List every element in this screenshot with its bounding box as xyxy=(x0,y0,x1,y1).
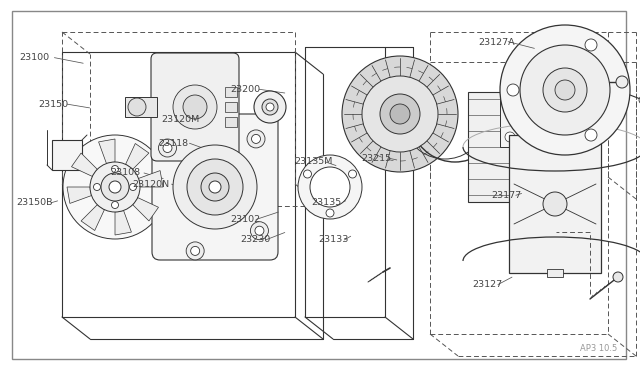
Circle shape xyxy=(109,181,121,193)
Circle shape xyxy=(183,95,207,119)
Circle shape xyxy=(191,246,200,256)
Polygon shape xyxy=(132,198,159,221)
Bar xyxy=(52,140,82,170)
Text: 23102: 23102 xyxy=(230,215,260,224)
Circle shape xyxy=(303,170,312,178)
Circle shape xyxy=(520,45,610,135)
Circle shape xyxy=(93,183,100,190)
Circle shape xyxy=(390,104,410,124)
Circle shape xyxy=(639,96,640,104)
Text: 23120M: 23120M xyxy=(161,115,200,124)
Circle shape xyxy=(173,145,257,229)
Circle shape xyxy=(186,242,204,260)
Circle shape xyxy=(543,192,567,216)
Circle shape xyxy=(209,181,221,193)
Bar xyxy=(547,269,563,277)
FancyBboxPatch shape xyxy=(152,114,278,260)
Text: 23118: 23118 xyxy=(159,139,189,148)
Bar xyxy=(500,87,520,147)
Text: AP3 10.5: AP3 10.5 xyxy=(580,344,618,353)
Bar xyxy=(225,102,237,112)
Circle shape xyxy=(505,132,515,142)
Circle shape xyxy=(556,140,564,148)
Circle shape xyxy=(111,202,118,208)
Circle shape xyxy=(298,155,362,219)
Circle shape xyxy=(505,92,515,102)
Polygon shape xyxy=(138,171,163,187)
Circle shape xyxy=(266,103,274,111)
Circle shape xyxy=(342,56,458,172)
Circle shape xyxy=(247,130,265,148)
Text: 23200: 23200 xyxy=(230,85,260,94)
Text: 23135M: 23135M xyxy=(294,157,333,166)
Circle shape xyxy=(255,226,264,235)
Text: 23127: 23127 xyxy=(472,280,502,289)
Circle shape xyxy=(555,80,575,100)
Circle shape xyxy=(252,134,260,144)
Text: 23108: 23108 xyxy=(110,169,140,177)
Circle shape xyxy=(90,162,140,212)
Circle shape xyxy=(310,167,350,207)
Circle shape xyxy=(585,39,597,51)
Circle shape xyxy=(63,135,167,239)
FancyBboxPatch shape xyxy=(151,53,239,161)
Bar xyxy=(547,131,563,139)
Text: 23135: 23135 xyxy=(312,198,342,207)
Polygon shape xyxy=(115,211,131,235)
Polygon shape xyxy=(99,139,115,164)
Text: 23150: 23150 xyxy=(38,100,68,109)
Bar xyxy=(225,87,237,97)
Circle shape xyxy=(163,144,172,153)
Circle shape xyxy=(613,272,623,282)
Text: 23215: 23215 xyxy=(362,154,392,163)
Bar xyxy=(541,136,569,152)
Bar xyxy=(468,92,512,202)
Circle shape xyxy=(585,129,597,141)
Text: 23120N: 23120N xyxy=(132,180,169,189)
Circle shape xyxy=(159,139,177,157)
Text: 23100: 23100 xyxy=(19,53,49,62)
Circle shape xyxy=(101,173,129,201)
Circle shape xyxy=(362,76,438,152)
Polygon shape xyxy=(81,205,104,231)
Text: 23127A: 23127A xyxy=(479,38,515,47)
Bar xyxy=(547,152,563,164)
Circle shape xyxy=(254,91,286,123)
Circle shape xyxy=(173,85,217,129)
Circle shape xyxy=(616,76,628,88)
Text: 23230: 23230 xyxy=(240,235,270,244)
Text: 23150B: 23150B xyxy=(16,198,52,207)
Circle shape xyxy=(128,98,146,116)
Circle shape xyxy=(380,94,420,134)
Circle shape xyxy=(546,140,554,148)
Bar xyxy=(125,97,157,117)
Circle shape xyxy=(250,222,268,240)
Circle shape xyxy=(187,159,243,215)
Circle shape xyxy=(349,170,356,178)
Circle shape xyxy=(500,25,630,155)
Polygon shape xyxy=(125,144,149,169)
Bar xyxy=(522,42,538,162)
Text: 23133: 23133 xyxy=(318,235,348,244)
Bar xyxy=(509,135,601,273)
Circle shape xyxy=(129,183,136,190)
Polygon shape xyxy=(72,153,97,176)
Circle shape xyxy=(326,209,334,217)
Circle shape xyxy=(262,99,278,115)
Circle shape xyxy=(543,68,587,112)
Circle shape xyxy=(507,84,519,96)
Text: 23177: 23177 xyxy=(492,191,522,200)
Bar xyxy=(225,117,237,127)
Circle shape xyxy=(111,166,118,173)
Circle shape xyxy=(551,154,559,162)
Polygon shape xyxy=(67,187,92,203)
Circle shape xyxy=(201,173,229,201)
